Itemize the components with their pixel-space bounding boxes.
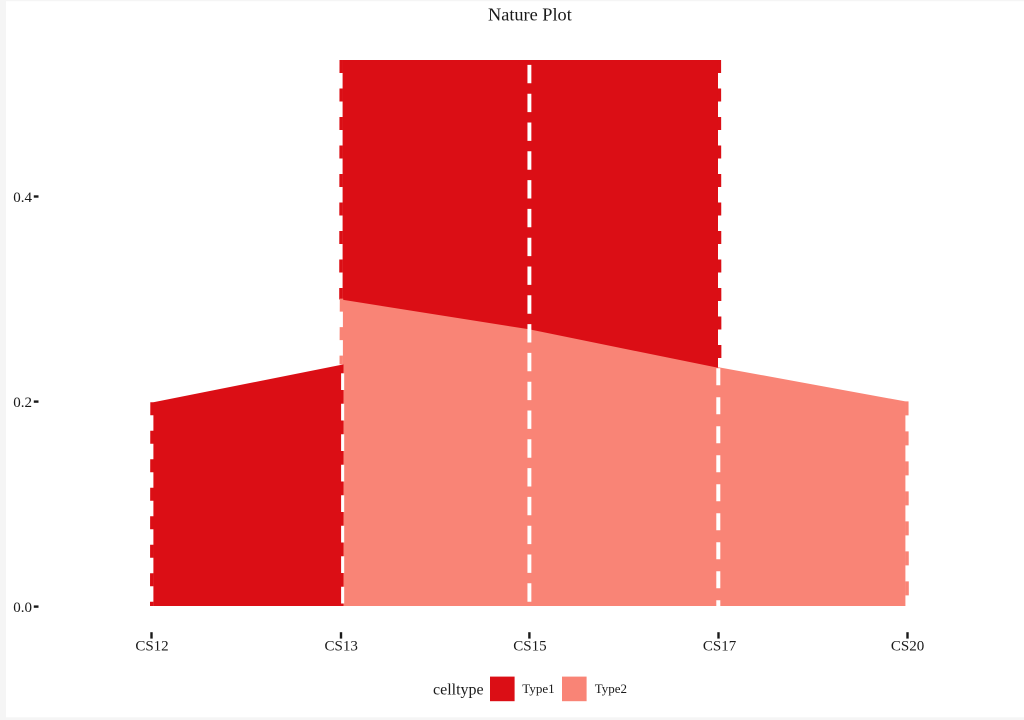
svg-text:Type1: Type1 xyxy=(522,681,554,696)
svg-text:CS13: CS13 xyxy=(325,639,358,655)
svg-text:0.4: 0.4 xyxy=(13,190,32,206)
svg-text:celltype: celltype xyxy=(433,681,484,698)
svg-text:0.0: 0.0 xyxy=(13,600,32,616)
svg-text:CS15: CS15 xyxy=(513,639,546,655)
svg-text:Nature Plot: Nature Plot xyxy=(488,5,572,25)
svg-text:CS17: CS17 xyxy=(703,639,737,655)
svg-text:CS12: CS12 xyxy=(135,639,168,655)
svg-text:CS20: CS20 xyxy=(891,639,924,655)
svg-text:Type2: Type2 xyxy=(595,681,627,696)
svg-text:0.2: 0.2 xyxy=(13,395,32,411)
